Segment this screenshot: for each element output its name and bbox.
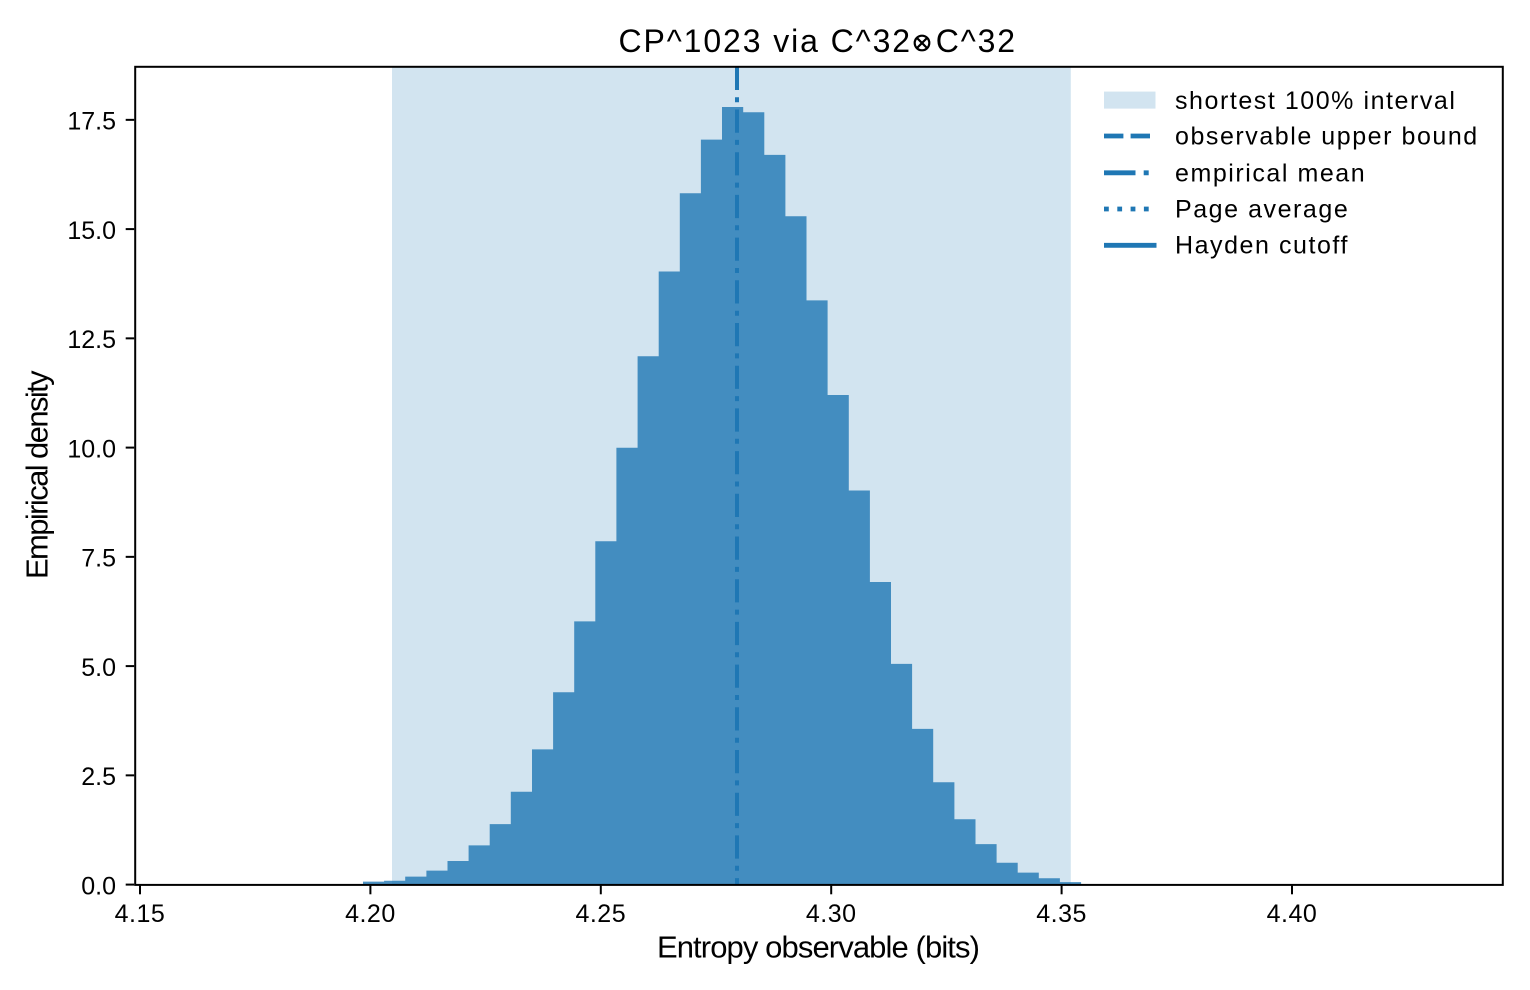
svg-text:4.30: 4.30 (806, 900, 857, 928)
svg-text:17.5: 17.5 (67, 108, 116, 136)
svg-text:10.0: 10.0 (67, 435, 116, 463)
svg-text:4.25: 4.25 (575, 900, 626, 928)
svg-text:4.20: 4.20 (345, 900, 396, 928)
svg-text:7.5: 7.5 (81, 545, 116, 573)
svg-text:5.0: 5.0 (81, 654, 116, 682)
svg-text:Entropy observable (bits): Entropy observable (bits) (657, 929, 979, 964)
svg-text:C^32: C^32 (936, 23, 1017, 59)
svg-text:CP^1023 via C^32: CP^1023 via C^32 (619, 23, 912, 59)
svg-text:15.0: 15.0 (67, 217, 116, 245)
svg-text:12.5: 12.5 (67, 326, 116, 354)
svg-text:Empirical density: Empirical density (20, 370, 55, 579)
svg-text:2.5: 2.5 (81, 763, 116, 791)
svg-text:Page average: Page average (1175, 195, 1349, 223)
svg-text:observable upper bound: observable upper bound (1175, 122, 1479, 150)
svg-text:4.40: 4.40 (1267, 900, 1318, 928)
svg-text:4.15: 4.15 (115, 900, 166, 928)
svg-text:4.35: 4.35 (1036, 900, 1087, 928)
svg-text:shortest 100% interval: shortest 100% interval (1175, 87, 1456, 115)
svg-text:Hayden cutoff: Hayden cutoff (1175, 231, 1349, 259)
svg-text:0.0: 0.0 (81, 872, 116, 900)
svg-text:empirical mean: empirical mean (1175, 159, 1366, 187)
